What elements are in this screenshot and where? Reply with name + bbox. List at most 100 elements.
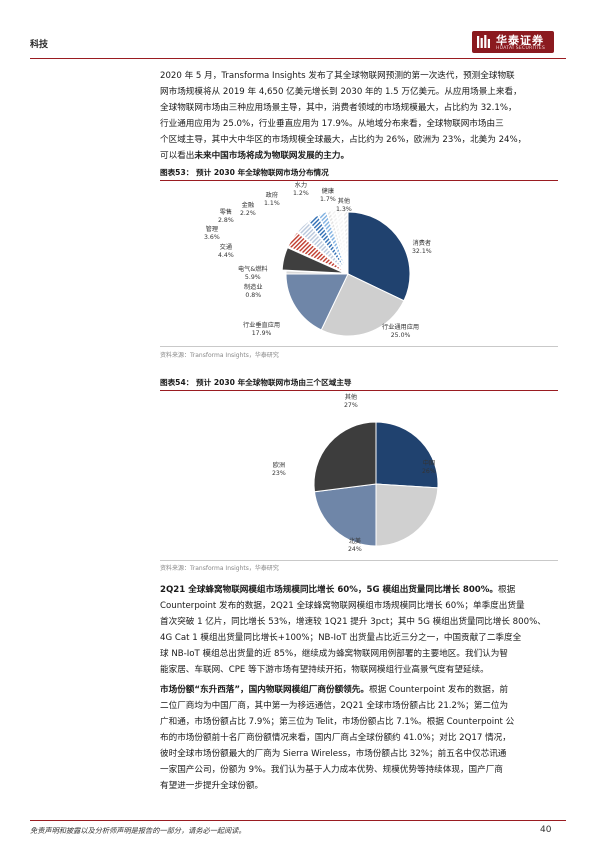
pie-label-value: 2.2%	[240, 210, 256, 217]
pie-label-value: 3.6%	[204, 234, 220, 241]
pie-label-value: 5.9%	[244, 274, 261, 281]
pie-label-market-9: 政府 1.1%	[264, 192, 280, 208]
pie-label-value: 4.4%	[218, 252, 234, 259]
pie-slice-market-3	[285, 270, 349, 275]
logo-text-en: HUATAI SECURITIES	[496, 46, 546, 51]
pie-slice-region-3	[313, 421, 377, 493]
pie-label-name: 水力	[294, 182, 308, 189]
pie-label-region-2: 欧洲 23%	[272, 462, 286, 478]
pie-label-name: 其他	[337, 198, 351, 205]
figure-53-title: 图表53： 预计 2030 年全球物联网市场分布情况	[160, 168, 329, 177]
p3-line-first: 市场份额“东升西落”，国内物联网模组厂商份额领先。根据 Counterpoint…	[160, 682, 558, 698]
pie-label-name: 管理	[205, 226, 219, 233]
pie-label-name: 北美	[348, 538, 362, 545]
p1-conclusion: 未来中国市场将成为物联网发展的主力。	[194, 151, 350, 161]
pie-label-value: 1.2%	[293, 190, 309, 197]
pie-label-value: 27%	[344, 402, 358, 409]
pie-label-market-2: 行业垂直应用 17.9%	[243, 322, 280, 338]
pie-label-value: 32.1%	[412, 248, 432, 255]
pie-slice-market-1	[320, 273, 405, 337]
p3-line: 有望进一步提升全球份额。	[160, 781, 264, 791]
footer-rule	[30, 820, 566, 821]
figure-54-title: 图表54： 预计 2030 年全球物联网市场由三个区域主导	[160, 378, 352, 387]
pie-slice-market-6	[297, 220, 346, 272]
pie-label-name: 行业垂直应用	[243, 322, 281, 329]
logo-text-cn: 华泰证券	[496, 34, 544, 47]
figure-54-bottom-rule	[160, 560, 558, 561]
p3-line: 彼时全球市场份额最大的厂商为 Sierra Wireless，市场份额占比 32…	[160, 749, 507, 759]
pie-label-name: 健康	[321, 188, 335, 195]
pie-label-name: 行业通用应用	[382, 324, 420, 331]
pie-label-market-5: 交通 4.4%	[218, 244, 234, 260]
pie-label-value: 1.3%	[336, 206, 352, 213]
pie-label-market-10: 水力 1.2%	[293, 182, 309, 198]
pie-label-value: 2.8%	[218, 217, 234, 224]
pie-label-name: 电气&燃料	[238, 266, 268, 273]
huatai-logo	[472, 31, 554, 53]
pie-label-value: 25.0%	[390, 332, 411, 339]
pie-slice-market-0	[347, 211, 411, 302]
huatai-logo-mark-icon	[477, 35, 490, 48]
region-distribution-pie-chart	[313, 421, 439, 547]
pie-label-value: 17.9%	[251, 330, 272, 337]
pie-slice-market-2	[285, 273, 349, 331]
p1-line: 2020 年 5 月，Transforma Insights 发布了其全球物联网…	[160, 71, 515, 81]
pie-label-market-4: 电气&燃料 5.9%	[238, 266, 268, 282]
p1-line: 行业通用应用为 25.0%，行业垂直应用为 17.9%。从地域分布来看，全球物联…	[160, 119, 504, 129]
p2-line: Counterpoint 发布的数据，2Q21 全球蜂窝物联网模组市场规模同比增…	[160, 601, 525, 611]
paragraph-2: 2Q21 全球蜂窝物联网模组市场规模同比增长 60%，5G 模组出货量同比增长 …	[160, 582, 558, 678]
p2-line: 首次突破 1 亿片，同比增长 53%，增速较 1Q21 提升 3pct；其中 5…	[160, 617, 546, 627]
pie-slice-region-0	[375, 421, 439, 489]
pie-label-region-3: 其他 27%	[344, 394, 358, 410]
pie-label-name: 交通	[219, 244, 233, 251]
p1-last-text: 可以看出	[160, 151, 195, 161]
pie-label-market-12: 其他 1.3%	[336, 198, 352, 214]
figure-54-source: 资料来源：Transforma Insights，华泰研究	[160, 565, 279, 572]
pie-slice-market-7	[307, 214, 347, 271]
paragraph-1: 2020 年 5 月，Transforma Insights 发布了其全球物联网…	[160, 68, 558, 164]
pie-label-name: 零售	[219, 209, 233, 216]
market-distribution-pie-chart	[281, 207, 411, 337]
p3-line: 广和通，市场份额占比 7.9%；第三位为 Telit，市场份额占比 7.1%。根…	[160, 717, 515, 727]
p2-line: 能家居、车联网、CPE 等下游市场有望持续开拓，物联网模组行业高景气度有望延续。	[160, 665, 489, 675]
p2-headline: 2Q21 全球蜂窝物联网模组市场规模同比增长 60%，5G 模组出货量同比增长 …	[160, 585, 498, 595]
pie-label-value: 1.7%	[320, 196, 336, 203]
pie-label-name: 政府	[265, 192, 279, 199]
figure-53-rule	[160, 180, 558, 181]
pie-label-region-0: 中国 26%	[422, 460, 436, 476]
header-rule	[30, 58, 566, 59]
p3-line: 布的市场份额前十名厂商份额情况来看，国内厂商占全球份额约 41.0%；对比 2Q…	[160, 733, 511, 743]
pie-label-value: 1.1%	[264, 200, 280, 207]
pie-label-market-3: 制造业 0.8%	[244, 284, 263, 300]
pie-label-market-7: 零售 2.8%	[218, 209, 234, 225]
figure-53-bottom-rule	[160, 346, 558, 347]
p2-first-text: 根据	[498, 585, 516, 595]
p3-headline: 市场份额“东升西落”，国内物联网模组厂商份额领先。	[160, 685, 369, 695]
pie-label-name: 消费者	[412, 240, 432, 247]
pie-label-name: 金融	[241, 202, 255, 209]
pie-label-market-1: 行业通用应用 25.0%	[382, 324, 419, 340]
pie-label-value: 23%	[272, 470, 286, 477]
page-number: 40	[540, 825, 552, 835]
pie-label-value: 0.8%	[245, 292, 262, 299]
pie-label-region-1: 北美 24%	[348, 538, 362, 554]
pie-slice-market-12	[342, 207, 349, 271]
figure-53-source: 资料来源：Transforma Insights，华泰研究	[160, 352, 279, 359]
footer-disclaimer: 免责声明和披露以及分析师声明是报告的一部分，请务必一起阅读。	[30, 826, 246, 835]
pie-label-market-8: 金融 2.2%	[240, 202, 256, 218]
pie-label-name: 欧洲	[272, 462, 286, 469]
pie-label-name: 其他	[344, 394, 358, 401]
pie-label-market-0: 消费者 32.1%	[412, 240, 432, 256]
p2-line: 4G Cat 1 模组出货量同比增长+100%；NB-IoT 出货量占比近三分之…	[160, 633, 522, 643]
pie-slice-region-2	[313, 483, 377, 547]
pie-label-market-6: 管理 3.6%	[204, 226, 220, 242]
pie-label-market-11: 健康 1.7%	[320, 188, 336, 204]
p2-line: 球 NB-IoT 模组总出货量的近 85%，继续成为蜂窝物联网用例部署的主要地区…	[160, 649, 508, 659]
p3-line: 一家国产公司，份额为 9%。我们认为基于人力成本优势、规模优势等持续体现，国产厂…	[160, 765, 503, 775]
p1-line: 网市场规模将从 2019 年 4,650 亿美元增长到 2030 年的 1.5 …	[160, 87, 522, 97]
p3-line: 二位厂商均为中国厂商，其中第一为移远通信，2Q21 全球市场份额占比 21.2%…	[160, 701, 509, 711]
p2-line-first: 2Q21 全球蜂窝物联网模组市场规模同比增长 60%，5G 模组出货量同比增长 …	[160, 582, 558, 598]
p1-line-last: 可以看出未来中国市场将成为物联网发展的主力。	[160, 148, 558, 164]
pie-slice-market-5	[287, 231, 345, 273]
pie-label-name: 制造业	[244, 284, 263, 291]
